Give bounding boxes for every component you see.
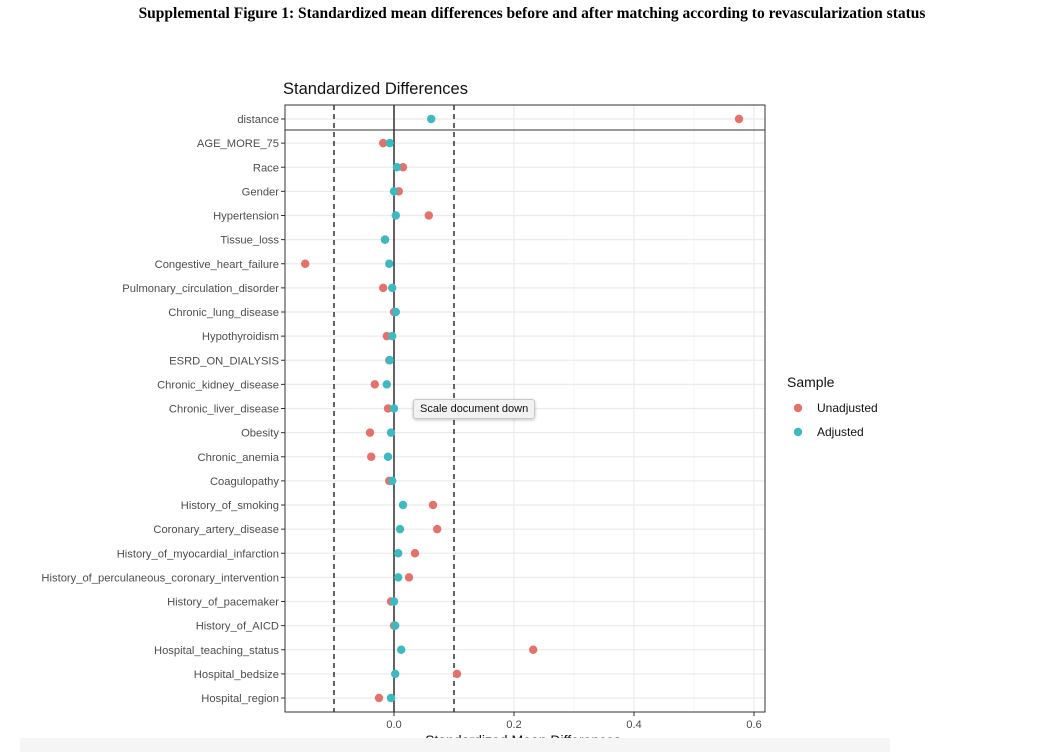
y-tick-label: Chronic_anemia (198, 452, 280, 464)
legend-label: Unadjusted (817, 401, 878, 415)
legend-label: Adjusted (817, 425, 864, 439)
bottom-strip (20, 738, 890, 752)
y-axis-labels: distance AGE_MORE_75 Race Gender Hypertensio… (41, 114, 285, 705)
point-adjusted (389, 597, 399, 606)
point-unadjusted (428, 500, 438, 510)
point-adjusted (385, 138, 394, 148)
point-adjusted (391, 669, 400, 679)
point-adjusted (397, 645, 406, 654)
point-unadjusted (383, 404, 393, 413)
point-adjusted (380, 235, 390, 244)
legend-title: Sample (787, 374, 835, 390)
y-tick-label: Tissue_loss (220, 235, 279, 247)
x-tick-label: 0.4 (626, 719, 642, 731)
point-adjusted (389, 187, 399, 196)
point-adjusted (389, 404, 399, 413)
point-unadjusted (379, 283, 388, 293)
y-tick-label: History_of_pacemaker (167, 597, 279, 609)
point-adjusted (383, 452, 393, 461)
point-unadjusted (374, 693, 384, 703)
legend-key (793, 403, 803, 413)
point-unadjusted (379, 138, 388, 148)
legend: Sample Unadjusted Adjusted (787, 374, 878, 439)
point-unadjusted (370, 380, 379, 389)
point-adjusted (394, 573, 403, 582)
point-adjusted (427, 114, 436, 124)
x-tick-label: 0.6 (746, 719, 762, 731)
point-adjusted (391, 211, 400, 220)
y-tick-label: Hypothyroidism (202, 331, 279, 343)
x-axis-ticks: 0.0 0.2 0.4 0.6 (386, 712, 762, 731)
point-adjusted (382, 380, 391, 389)
point-adjusted (395, 524, 405, 534)
x-tick-label: 0.0 (386, 719, 402, 731)
point-unadjusted (424, 211, 433, 220)
figure-caption: Supplemental Figure 1: Standardized mean… (138, 5, 926, 22)
y-tick-label: Hospital_teaching_status (154, 645, 279, 657)
point-unadjusted (367, 452, 376, 461)
point-adjusted (386, 428, 396, 437)
y-tick-label: AGE_MORE_75 (197, 138, 279, 150)
y-tick-label: Chronic_kidney_disease (157, 379, 279, 391)
point-adjusted (385, 356, 394, 365)
y-tick-label: History_of_perculaneous_coronary_interve… (41, 572, 279, 584)
y-tick-label: Congestive_heart_failure (155, 259, 279, 271)
y-tick-label: Gender (242, 186, 280, 198)
y-tick-label: Coronary_artery_disease (153, 524, 279, 536)
chart-title: Standardized Differences (283, 80, 468, 98)
point-adjusted (388, 331, 397, 341)
point-unadjusted (365, 428, 375, 437)
point-unadjusted (301, 259, 310, 268)
y-tick-label: Chronic_lung_disease (168, 307, 279, 319)
y-tick-label: Hospital_region (201, 693, 279, 705)
point-adjusted (386, 693, 396, 703)
point-unadjusted (398, 163, 408, 172)
point-adjusted (388, 476, 397, 486)
y-tick-label: Hypertension (213, 211, 279, 223)
point-unadjusted (404, 573, 414, 582)
point-adjusted (391, 621, 400, 630)
point-unadjusted (452, 669, 462, 679)
tooltip: Scale document down (413, 399, 536, 419)
legend-key (793, 427, 803, 437)
point-unadjusted (410, 549, 420, 558)
y-tick-label: Race (253, 162, 279, 174)
point-adjusted (391, 307, 400, 317)
y-tick-label: History_of_AICD (196, 621, 279, 633)
y-tick-label: Coagulopathy (210, 476, 279, 488)
y-tick-label: Chronic_liver_disease (169, 404, 279, 416)
point-unadjusted (433, 524, 442, 534)
y-tick-label: Hospital_bedsize (194, 669, 279, 681)
y-tick-label: Pulmonary_circulation_disorder (122, 283, 279, 295)
y-tick-label: ESRD_ON_DIALYSIS (169, 355, 279, 367)
y-tick-label: History_of_smoking (181, 500, 279, 512)
y-tick-label: distance (237, 114, 279, 126)
point-adjusted (388, 283, 397, 293)
point-unadjusted (529, 645, 538, 654)
x-tick-label: 0.2 (506, 719, 522, 731)
point-adjusted (392, 163, 402, 172)
point-adjusted (398, 500, 408, 510)
y-tick-label: Obesity (241, 428, 279, 440)
data-points (301, 114, 744, 703)
point-adjusted (385, 259, 394, 268)
y-tick-label: History_of_myocardial_infarction (117, 548, 279, 560)
point-unadjusted (734, 114, 744, 124)
point-adjusted (394, 549, 403, 558)
